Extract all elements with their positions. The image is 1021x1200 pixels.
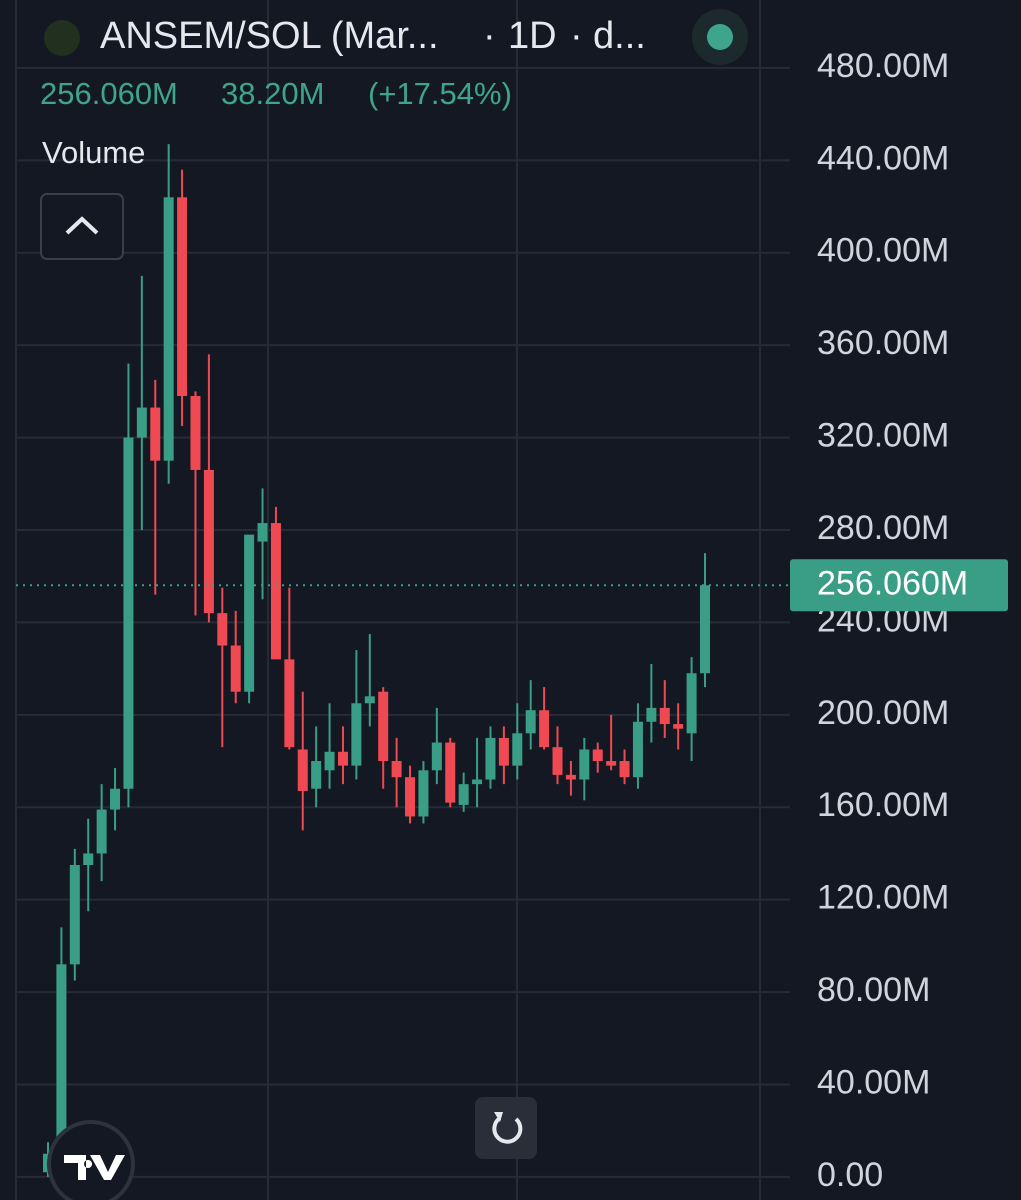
candle-body (364, 696, 375, 704)
y-tick-label: 40.00M (817, 1063, 930, 1101)
candle-body (378, 691, 389, 762)
candle-body (56, 964, 67, 1154)
candle-body (552, 747, 563, 775)
candle-body (96, 809, 107, 854)
candle-body (110, 788, 121, 810)
candle-body (244, 534, 255, 692)
reset-icon (492, 1116, 523, 1144)
candle-body (203, 469, 214, 614)
candle-body (673, 724, 684, 729)
candle-body (592, 749, 603, 762)
candle-body (606, 761, 617, 766)
candle-body (337, 751, 348, 766)
last-price-badge (790, 559, 1008, 612)
y-tick-label: 400.00M (817, 232, 949, 270)
vertical-grid (15, 0, 761, 1200)
candle-body (646, 707, 657, 722)
candle-body (485, 737, 496, 780)
last-value: 256.060M (40, 76, 178, 111)
candle-body (445, 742, 456, 803)
candle-body (217, 613, 228, 646)
tv-logo (64, 1155, 125, 1180)
candle-body (472, 779, 483, 785)
candle-body (136, 407, 147, 438)
token-icon (44, 20, 80, 56)
y-tick-label: 320.00M (817, 417, 949, 455)
symbol-title: ANSEM/SOL (Mar... (100, 15, 439, 57)
chevron-icon (65, 216, 99, 235)
interval: 1D (508, 15, 557, 57)
candle-body (686, 673, 697, 734)
y-tick-label: 280.00M (817, 509, 949, 547)
candle-body (311, 761, 322, 789)
candle-body (190, 395, 201, 470)
y-tick-label: 80.00M (817, 971, 930, 1009)
candle-body (512, 733, 523, 766)
change-value: 38.20M (221, 76, 324, 111)
plot (16, 66, 790, 1178)
indicator-label: Volume (42, 135, 145, 170)
y-tick-label: 160.00M (817, 786, 949, 824)
candle-body (431, 742, 442, 771)
candle-body (123, 437, 134, 789)
change-percent: (+17.54%) (368, 76, 512, 111)
candle-body (257, 523, 268, 542)
candle-body (177, 197, 188, 396)
candle-body (83, 853, 94, 865)
source: d... (593, 15, 646, 57)
reset-arrow (494, 1112, 503, 1122)
collapse-button[interactable] (40, 193, 124, 260)
candle-body (163, 197, 174, 461)
candle-body (579, 749, 590, 780)
candle-body (659, 707, 670, 725)
separator: · (483, 15, 496, 57)
candle-body (150, 407, 161, 461)
y-tick-label: 360.00M (817, 324, 949, 362)
candle-body (458, 784, 469, 805)
reset-button[interactable] (475, 1097, 537, 1159)
candle-body (525, 710, 536, 734)
y-tick-label: 480.00M (817, 47, 949, 85)
status-dot (707, 24, 733, 50)
candle-body (619, 761, 630, 778)
tv-logo-button[interactable] (47, 1120, 135, 1200)
candle-body (324, 751, 335, 771)
candle-body (391, 761, 402, 778)
last-price-label: 256.060M (817, 564, 968, 602)
candle-body (700, 585, 710, 674)
candle-body (565, 774, 576, 780)
candle-body (418, 770, 429, 817)
candle-body (69, 864, 80, 965)
candle-body (632, 721, 643, 778)
candle-body (270, 523, 281, 660)
candle-body (351, 703, 362, 766)
candle-body (405, 777, 416, 817)
y-tick-label: 120.00M (817, 879, 949, 917)
candle-body (498, 737, 509, 766)
candle-body (284, 659, 295, 748)
candle-body (297, 749, 308, 792)
candle-body (230, 645, 241, 692)
candle-body (539, 710, 550, 748)
y-tick-label: 0.00 (817, 1156, 883, 1194)
separator: · (570, 15, 583, 57)
y-tick-label: 440.00M (817, 139, 949, 177)
y-tick-label: 200.00M (817, 694, 949, 732)
